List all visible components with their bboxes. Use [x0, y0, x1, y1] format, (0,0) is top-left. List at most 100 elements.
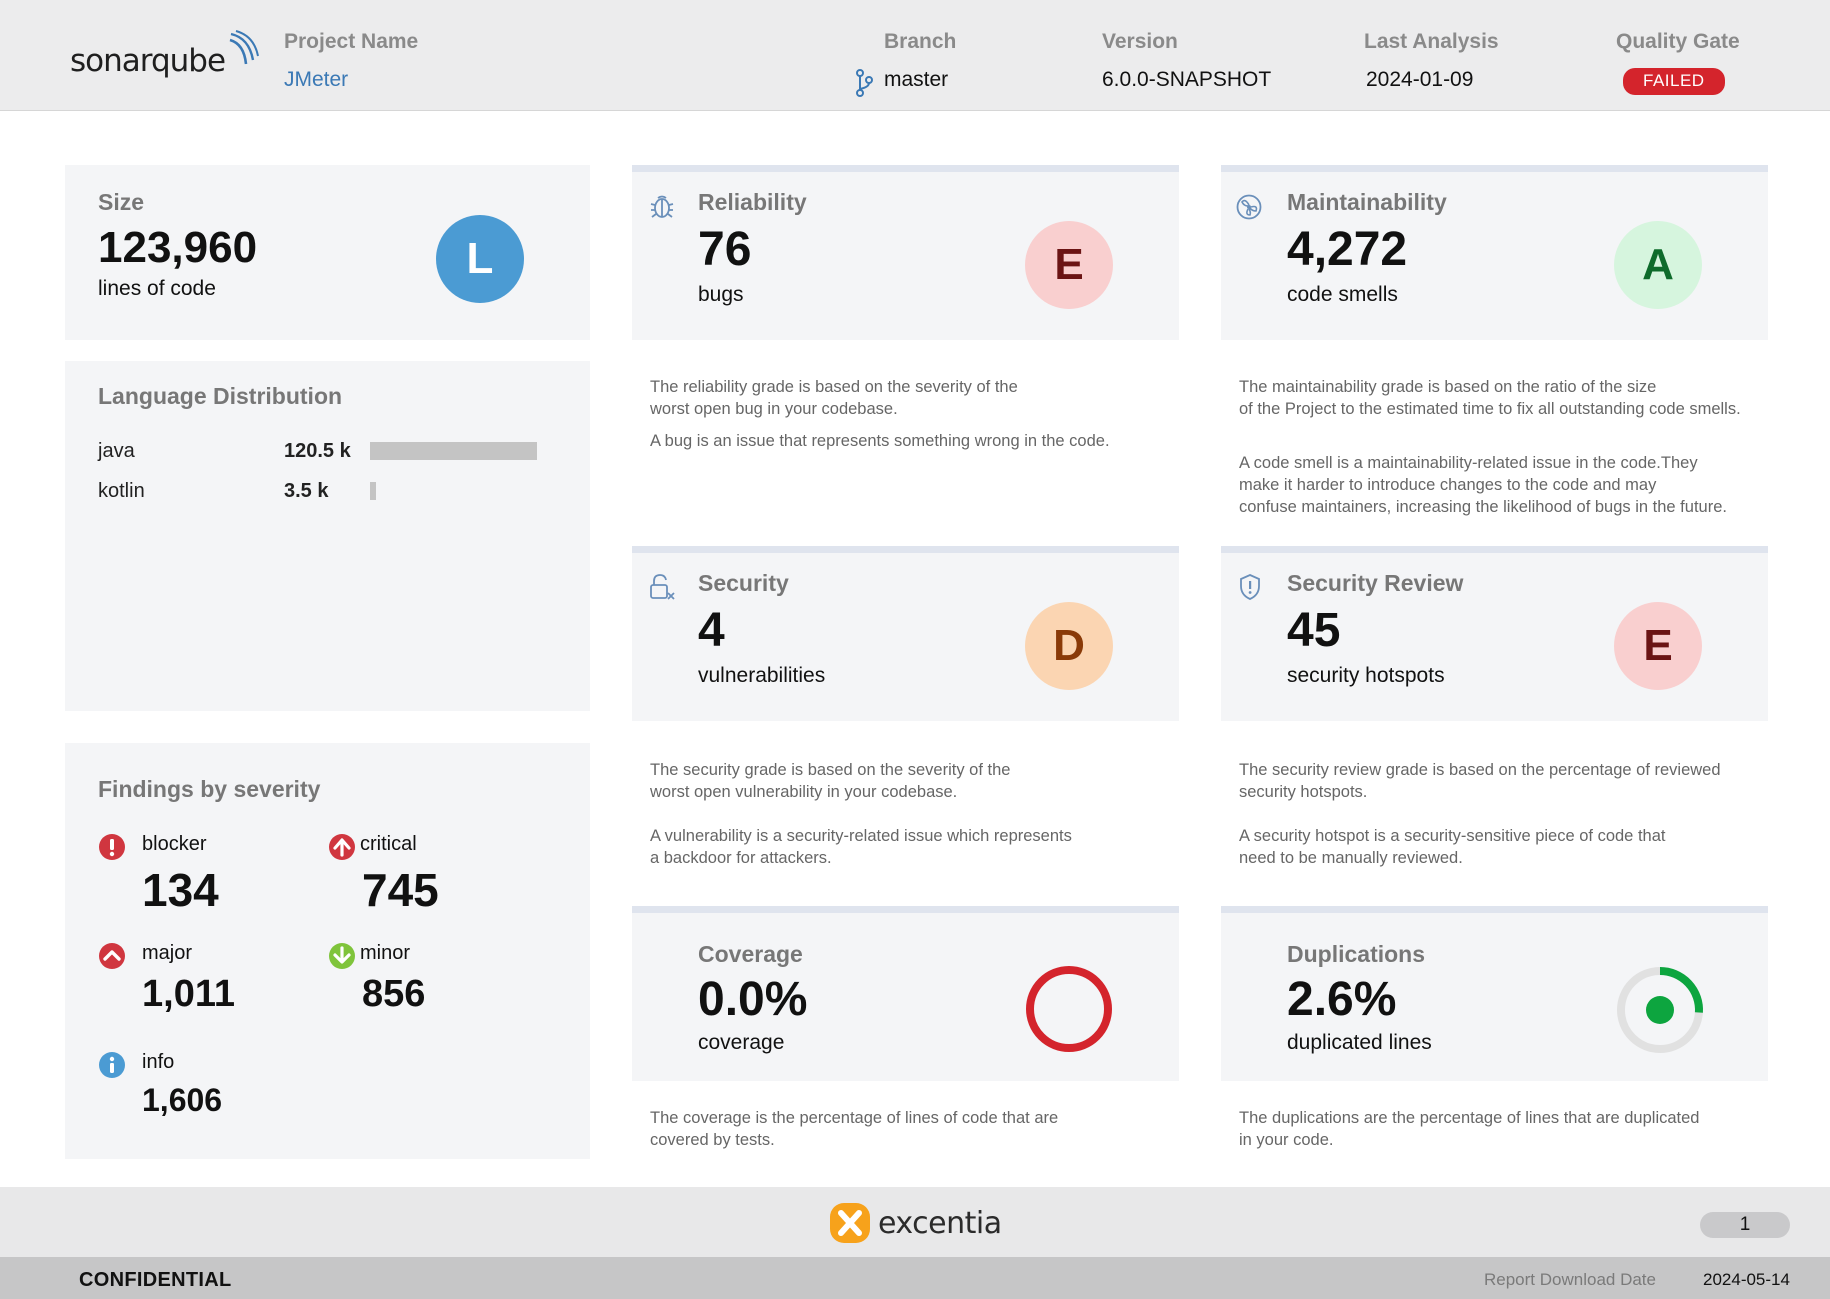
size-value: 123,960 [98, 223, 258, 272]
security-description-text: The security grade is based on the sever… [650, 761, 1011, 801]
security-card: Security 4 vulnerabilities D [632, 546, 1179, 721]
language-lines: 3.5 k [284, 480, 329, 502]
maintainability-unit: code smells [1287, 283, 1398, 306]
security-review-title: Security Review [1287, 570, 1464, 596]
coverage-value: 0.0% [698, 973, 808, 1026]
security-review-grade-badge: E [1614, 602, 1702, 690]
branch-block: Branch master [856, 30, 956, 97]
duplications-description-text: The duplications are the percentage of l… [1239, 1109, 1700, 1149]
security-review-description-text: A security hotspot is a security-sensiti… [1239, 827, 1666, 867]
duplications-unit: duplicated lines [1287, 1031, 1432, 1054]
coverage-title: Coverage [698, 941, 803, 967]
reliability-description-text: The reliability grade is based on the se… [650, 378, 1018, 418]
reliability-grade-badge: E [1025, 221, 1113, 309]
logo-text: sonarqube [70, 43, 226, 79]
language-name: java [98, 440, 135, 462]
maintainability-description-text: A code smell is a maintainability-relate… [1239, 454, 1727, 516]
size-unit: lines of code [98, 277, 216, 300]
version-label: Version [1102, 30, 1178, 53]
report-header: sonarqube Project Name JMeter Branch mas… [0, 0, 1830, 111]
security-review-unit: security hotspots [1287, 664, 1445, 687]
security-value: 4 [698, 604, 725, 657]
duplications-title: Duplications [1287, 941, 1426, 967]
reliability-value: 76 [698, 223, 752, 276]
language-bar [370, 442, 537, 460]
security-review-card: Security Review 45 security hotspots E [1221, 546, 1768, 721]
sonar-waves-icon [229, 30, 260, 65]
blocker-count: 134 [142, 864, 219, 916]
language-bar-track [370, 482, 376, 500]
confidential-label: CONFIDENTIAL [79, 1269, 232, 1291]
version-value: 6.0.0-SNAPSHOT [1102, 68, 1272, 91]
last-analysis-label: Last Analysis [1364, 30, 1499, 53]
findings-title: Findings by severity [98, 776, 321, 802]
maintainability-title: Maintainability [1287, 189, 1447, 215]
quality-gate-status-badge: FAILED [1623, 68, 1725, 95]
version-block: Version 6.0.0-SNAPSHOT [1102, 30, 1271, 92]
quality-gate-label: Quality Gate [1616, 30, 1740, 53]
unlocked-padlock-icon [650, 574, 675, 600]
language-distribution-title: Language Distribution [98, 383, 343, 409]
quality-gate-block: Quality Gate FAILED [1616, 30, 1740, 95]
size-card: Size 123,960 lines of code L [65, 165, 590, 340]
duplications-arc [1659, 967, 1703, 1013]
duplications-value: 2.6% [1287, 973, 1397, 1026]
duplications-indicator-dot [1646, 996, 1674, 1024]
size-grade-badge: L [436, 215, 524, 303]
confidential-bar: CONFIDENTIAL Report Download Date 2024-0… [0, 1257, 1830, 1299]
critical-label: critical [360, 833, 417, 855]
coverage-ring [1026, 966, 1112, 1052]
maintainability-grade-badge: A [1614, 221, 1702, 309]
maintainability-value: 4,272 [1287, 223, 1408, 276]
critical-count: 745 [362, 864, 439, 916]
coverage-description-text: The coverage is the percentage of lines … [650, 1109, 1059, 1149]
duplications-card: Duplications 2.6% duplicated lines [1221, 906, 1768, 1081]
bug-icon [650, 195, 674, 218]
major-icon [99, 943, 125, 969]
code-smell-icon [1236, 194, 1262, 220]
info-count: 1,606 [142, 1082, 223, 1118]
minor-count: 856 [362, 973, 426, 1015]
security-description: The security grade is based on the sever… [650, 759, 1190, 879]
shield-icon [1240, 574, 1260, 600]
reliability-description: The reliability grade is based on the se… [650, 376, 1190, 462]
size-title: Size [98, 189, 145, 215]
language-distribution-card: Language Distribution java 120.5 k kotli… [65, 361, 590, 711]
last-analysis-value: 2024-01-09 [1366, 68, 1474, 91]
excentia-brand-text: excentia [878, 1205, 1002, 1241]
critical-icon [329, 834, 355, 860]
sonarqube-logo: sonarqube [70, 30, 261, 86]
findings-by-severity-card: Findings by severity blocker 134 critica… [65, 743, 590, 1159]
security-review-value: 45 [1287, 604, 1341, 657]
report-download-date-label: Report Download Date [1484, 1270, 1656, 1289]
duplications-description: The duplications are the percentage of l… [1239, 1107, 1799, 1161]
blocker-label: blocker [142, 833, 207, 855]
language-bar-track [370, 442, 537, 460]
project-name-label: Project Name [284, 30, 419, 53]
excentia-logo: excentia [828, 1201, 1002, 1245]
reliability-title: Reliability [698, 189, 807, 215]
reliability-unit: bugs [698, 283, 744, 306]
security-review-description-text: The security review grade is based on th… [1239, 761, 1721, 801]
major-count: 1,011 [142, 973, 235, 1015]
coverage-description: The coverage is the percentage of lines … [650, 1107, 1190, 1161]
minor-label: minor [360, 942, 411, 964]
project-name-link[interactable]: JMeter [284, 68, 349, 91]
coverage-unit: coverage [698, 1031, 785, 1054]
maintainability-description-text: The maintainability grade is based on th… [1239, 378, 1741, 418]
project-name-block: Project Name JMeter [284, 30, 418, 92]
maintainability-description: The maintainability grade is based on th… [1239, 376, 1819, 528]
reliability-description-text: A bug is an issue that represents someth… [650, 432, 1110, 450]
maintainability-card: Maintainability 4,272 code smells A [1221, 165, 1768, 340]
security-description-text: A vulnerability is a security-related is… [650, 827, 1072, 867]
language-name: kotlin [98, 480, 145, 502]
duplications-donut [1617, 967, 1703, 1053]
language-bar [370, 482, 376, 500]
language-lines: 120.5 k [284, 440, 351, 462]
reliability-card: Reliability 76 bugs E [632, 165, 1179, 340]
minor-icon [329, 943, 355, 969]
major-label: major [142, 942, 193, 964]
last-analysis-block: Last Analysis 2024-01-09 [1364, 30, 1499, 92]
security-unit: vulnerabilities [698, 664, 826, 687]
